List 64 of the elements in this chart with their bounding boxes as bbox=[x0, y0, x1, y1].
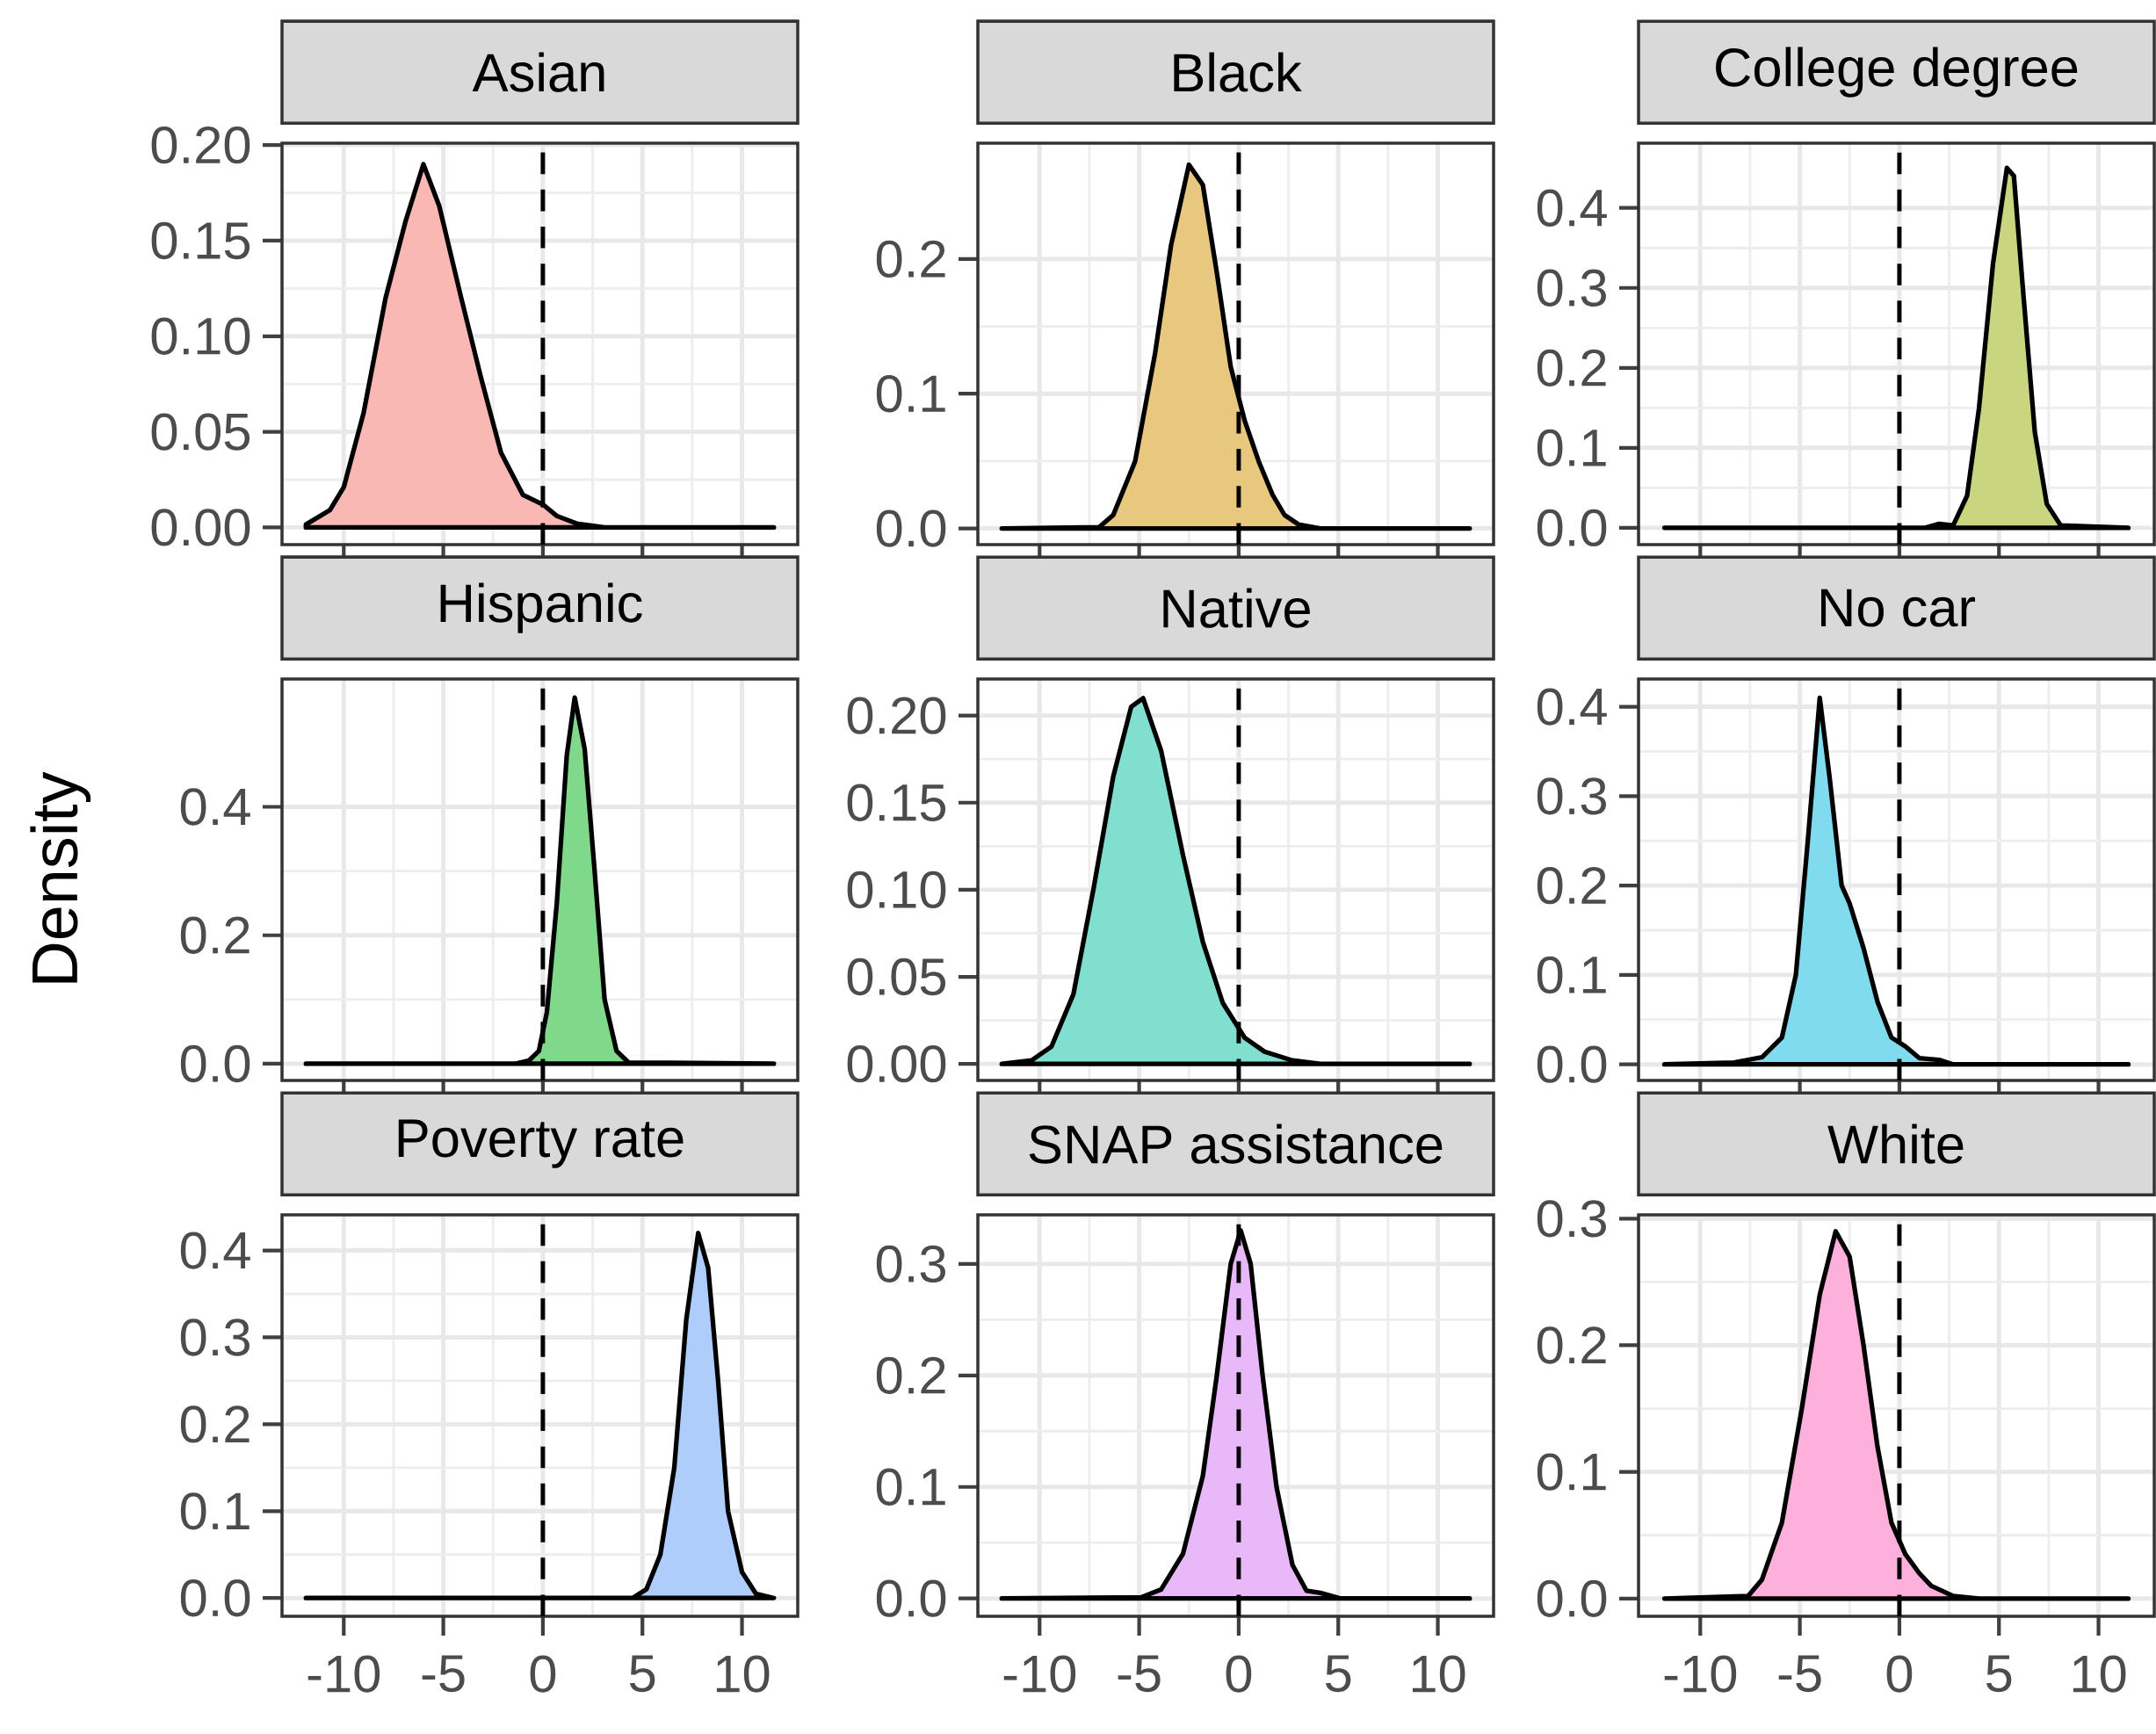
y-tick-label: 0.2 bbox=[1537, 1326, 1606, 1364]
y-tick-label: 0.2 bbox=[180, 916, 250, 954]
x-tick-label: 0 bbox=[1226, 1655, 1252, 1693]
y-tick-label: 0.0 bbox=[180, 1579, 250, 1617]
chart-title: College degree bbox=[1716, 47, 2078, 98]
y-tick-label: 0.0 bbox=[1537, 1579, 1607, 1617]
y-tick-label: 0.15 bbox=[847, 784, 946, 821]
x-tick-label: 0 bbox=[1886, 1655, 1913, 1693]
y-tick-label: 0.0 bbox=[876, 509, 946, 547]
chart-title: White bbox=[1827, 1123, 1964, 1164]
y-tick-label: 0.1 bbox=[180, 1492, 250, 1530]
x-tick-label: 5 bbox=[1986, 1655, 2012, 1693]
chart-title: Hispanic bbox=[440, 582, 642, 633]
y-tick-label: 0.1 bbox=[1537, 956, 1606, 994]
y-tick-label: 0.2 bbox=[1537, 866, 1606, 905]
x-tick-label: 10 bbox=[2073, 1655, 2126, 1693]
x-tick-label: 5 bbox=[1326, 1655, 1351, 1693]
chart-title: No car bbox=[1821, 589, 1975, 627]
chart-title: Black bbox=[1174, 52, 1302, 92]
y-axis-title: Density bbox=[30, 771, 91, 983]
x-tick-label: -5 bbox=[422, 1655, 465, 1693]
y-tick-label: 0.00 bbox=[847, 1045, 946, 1083]
y-tick-label: 0.4 bbox=[180, 788, 250, 826]
y-tick-label: 0.3 bbox=[1537, 269, 1606, 307]
y-tick-label: 0.20 bbox=[151, 126, 250, 164]
y-tick-label: 0.05 bbox=[847, 957, 946, 996]
chart-title: Asian bbox=[472, 52, 604, 92]
y-tick-label: 0.1 bbox=[876, 1468, 945, 1506]
y-tick-label: 0.0 bbox=[1537, 1045, 1607, 1083]
x-tick-label: -5 bbox=[1778, 1655, 1821, 1693]
y-tick-label: 0.3 bbox=[180, 1319, 250, 1356]
y-tick-label: 0.0 bbox=[876, 1579, 946, 1617]
y-tick-label: 0.2 bbox=[1537, 349, 1606, 387]
y-tick-label: 0.4 bbox=[180, 1232, 250, 1269]
y-tick-label: 0.1 bbox=[876, 375, 945, 413]
x-tick-label: 10 bbox=[1412, 1655, 1465, 1693]
y-tick-label: 0.1 bbox=[1537, 1453, 1606, 1491]
y-tick-label: 0.4 bbox=[1537, 189, 1607, 227]
y-tick-label: 0.05 bbox=[151, 413, 250, 451]
y-tick-label: 0.20 bbox=[847, 697, 946, 734]
x-tick-label: -10 bbox=[1003, 1655, 1076, 1693]
y-tick-label: 0.2 bbox=[876, 1356, 945, 1394]
y-tick-label: 0.4 bbox=[1537, 688, 1607, 726]
y-tick-label: 0.10 bbox=[847, 871, 946, 909]
y-tick-label: 0.10 bbox=[151, 317, 250, 355]
x-tick-label: -10 bbox=[1664, 1655, 1737, 1693]
chart-title: Poverty rate bbox=[398, 1119, 684, 1168]
y-tick-label: 0.3 bbox=[876, 1245, 945, 1283]
y-tick-label: 0.2 bbox=[876, 240, 945, 278]
x-tick-label: 10 bbox=[716, 1655, 770, 1693]
y-tick-label: 0.0 bbox=[1537, 509, 1607, 547]
y-tick-label: 0.1 bbox=[1537, 429, 1606, 467]
x-tick-label: -5 bbox=[1118, 1655, 1161, 1693]
y-tick-label: 0.0 bbox=[180, 1044, 250, 1083]
x-tick-label: 0 bbox=[530, 1655, 556, 1693]
y-tick-label: 0.00 bbox=[151, 509, 250, 546]
y-tick-label: 0.2 bbox=[180, 1405, 250, 1443]
chart-title: Native bbox=[1163, 588, 1310, 628]
x-tick-label: 5 bbox=[629, 1655, 655, 1693]
x-tick-label: -10 bbox=[307, 1655, 380, 1693]
y-tick-label: 0.3 bbox=[1537, 1200, 1606, 1238]
y-tick-label: 0.15 bbox=[151, 221, 250, 260]
chart-title: SNAP assistance bbox=[1029, 1123, 1443, 1164]
y-tick-label: 0.3 bbox=[1537, 777, 1606, 815]
